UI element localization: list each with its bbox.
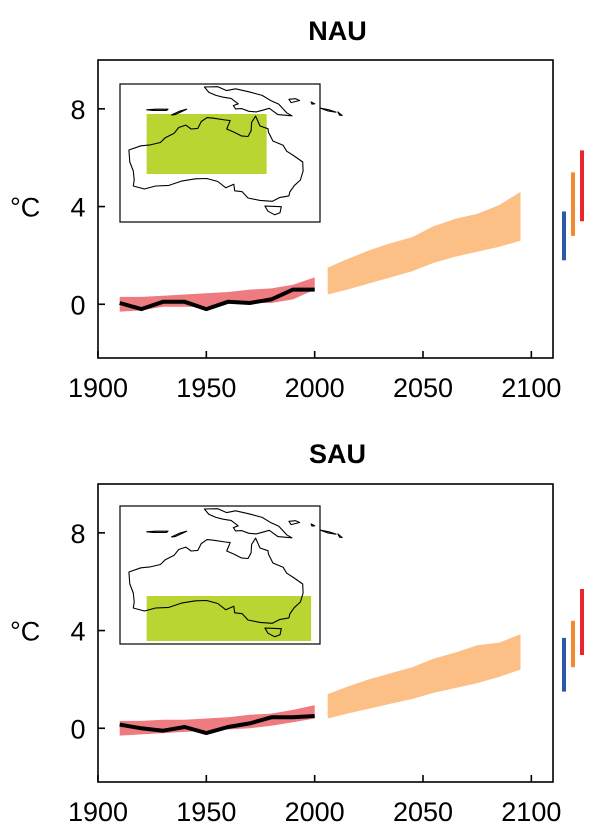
australia-coastline — [128, 537, 304, 624]
plot-frame — [97, 59, 554, 359]
y-tick-label: 8 — [70, 519, 85, 549]
y-tick-label: 0 — [70, 714, 85, 744]
island-coastline — [337, 111, 343, 117]
x-tick-label: 2100 — [501, 797, 561, 827]
panel-title: NAU — [308, 16, 367, 46]
island-coastline — [146, 108, 169, 111]
australia-coastline — [128, 115, 304, 202]
island-coastline — [171, 108, 188, 116]
projection-model-band — [327, 191, 521, 295]
y-tick-label: 4 — [70, 193, 85, 223]
new-guinea-coastline — [203, 86, 293, 117]
tasmania-coastline — [264, 627, 282, 638]
island-coastline — [310, 523, 316, 527]
y-axis-label: °C — [10, 193, 40, 223]
y-tick-label: 4 — [70, 617, 85, 647]
island-coastline — [319, 107, 337, 113]
x-tick-label: 1950 — [176, 797, 236, 827]
panel-nau: NAU 0 4 8 °C 1900 1950 2000 2050 2100 — [10, 16, 584, 403]
y-tick-label: 8 — [70, 95, 85, 125]
island-coastline — [337, 533, 343, 539]
island-coastline — [146, 530, 169, 533]
x-tick-label: 2000 — [285, 373, 345, 403]
new-guinea-coastline — [203, 508, 293, 539]
region-highlight-box — [146, 114, 267, 174]
x-tick-label: 2100 — [501, 373, 561, 403]
x-tick-label: 1900 — [68, 797, 128, 827]
island-coastline — [319, 529, 337, 535]
tasmania-coastline — [264, 205, 282, 216]
panel-title: SAU — [309, 439, 366, 469]
australia-map-icon — [119, 83, 343, 223]
x-tick-label: 2000 — [285, 797, 345, 827]
island-coastline — [310, 101, 316, 105]
x-tick-label: 2050 — [393, 797, 453, 827]
observed-temperature-line — [119, 287, 315, 312]
y-axis-label: °C — [10, 617, 40, 647]
australia-map-icon — [119, 505, 343, 645]
x-tick-label: 2050 — [393, 373, 453, 403]
y-tick-label: 0 — [70, 290, 85, 320]
x-tick-label: 1950 — [176, 373, 236, 403]
x-tick-label: 1900 — [68, 373, 128, 403]
plot-frame — [97, 483, 554, 783]
island-coastline — [171, 530, 188, 538]
island-coastline — [288, 98, 301, 104]
observed-temperature-line — [119, 714, 315, 736]
panel-sau: SAU 0 4 8 °C 1900 1950 2000 2050 2100 — [10, 439, 584, 827]
island-coastline — [288, 520, 301, 526]
projection-model-band — [327, 634, 521, 719]
